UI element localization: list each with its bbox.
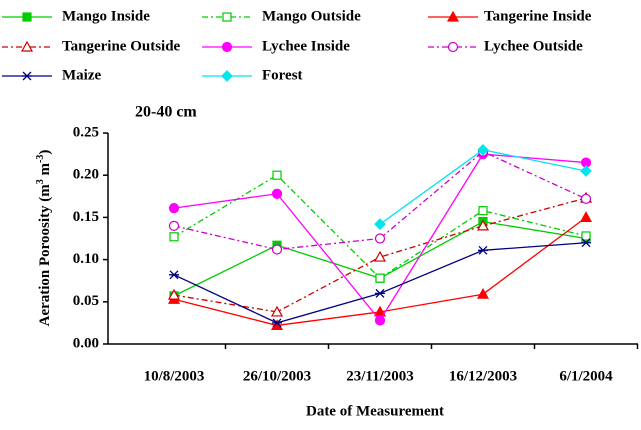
- legend-marker: [22, 71, 32, 81]
- data-point: [581, 238, 591, 248]
- y-tick-label: 0.10: [73, 251, 99, 267]
- legend-marker: [221, 70, 233, 82]
- legend-label: Tangerine Outside: [62, 38, 181, 54]
- data-point: [270, 305, 284, 317]
- y-axis-label: Aeration Poroosity (m3 m-3): [35, 150, 54, 327]
- data-point: [476, 219, 490, 231]
- data-point: [373, 250, 387, 262]
- x-tick-label: 23/11/2003: [346, 368, 414, 384]
- y-tick-label: 0.00: [73, 335, 99, 351]
- y-tick-label: 0.25: [73, 124, 99, 140]
- legend-label: Lychee Inside: [262, 38, 350, 54]
- data-point: [581, 231, 591, 241]
- legend-marker: [22, 12, 32, 22]
- series-line: [173, 174, 587, 280]
- legend-label: Maize: [62, 67, 101, 83]
- data-point: [478, 206, 488, 216]
- legend-marker: [20, 40, 34, 52]
- legend-marker: [447, 41, 459, 53]
- data-point: [374, 218, 386, 231]
- data-point: [375, 273, 385, 283]
- legend-label: Tangerine Inside: [484, 8, 592, 24]
- data-point: [168, 220, 180, 231]
- series-line: [173, 197, 587, 313]
- legend-marker: [221, 41, 233, 53]
- data-point: [374, 233, 386, 244]
- chart-subtitle: 20-40 cm: [135, 104, 197, 121]
- x-axis-label: Date of Measurement: [306, 403, 444, 419]
- legend-label: Mango Outside: [262, 8, 361, 24]
- data-point: [169, 270, 179, 280]
- data-point: [272, 318, 282, 328]
- x-tick-label: 26/10/2003: [243, 368, 311, 384]
- legend-label: Mango Inside: [62, 8, 150, 24]
- y-tick-label: 0.05: [73, 293, 99, 309]
- data-point: [168, 203, 180, 214]
- data-point: [477, 144, 489, 156]
- data-point: [374, 315, 386, 326]
- data-point: [169, 232, 179, 242]
- series-line: [173, 150, 587, 251]
- legend-marker: [222, 12, 232, 22]
- data-point: [579, 211, 593, 222]
- data-point: [271, 188, 283, 199]
- legend-label: Forest: [262, 67, 303, 83]
- data-point: [167, 288, 181, 300]
- y-tick-label: 0.20: [73, 167, 99, 183]
- data-point: [271, 244, 283, 255]
- data-point: [478, 245, 488, 255]
- y-tick-label: 0.15: [73, 209, 99, 225]
- x-tick-label: 6/1/2004: [559, 368, 613, 384]
- data-point: [580, 165, 592, 177]
- x-tick-label: 10/8/2003: [144, 368, 205, 384]
- legend-label: Lychee Outside: [484, 38, 583, 54]
- data-point: [375, 288, 385, 298]
- x-tick-label: 16/12/2003: [449, 368, 517, 384]
- legend-marker: [446, 10, 460, 22]
- data-point: [580, 193, 592, 204]
- data-point: [272, 170, 282, 180]
- data-point: [476, 287, 490, 299]
